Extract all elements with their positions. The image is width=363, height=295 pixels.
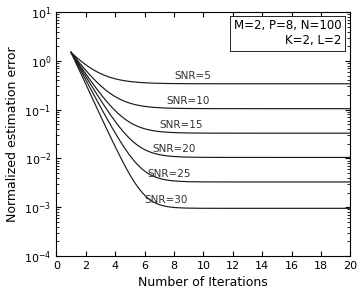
Text: SNR=15: SNR=15	[159, 120, 203, 130]
Y-axis label: Normalized estimation error: Normalized estimation error	[5, 46, 19, 222]
Text: SNR=30: SNR=30	[144, 195, 188, 205]
Text: M=2, P=8, N=100
K=2, L=2: M=2, P=8, N=100 K=2, L=2	[234, 19, 342, 47]
Text: SNR=5: SNR=5	[174, 71, 211, 81]
Text: SNR=20: SNR=20	[152, 145, 195, 155]
X-axis label: Number of Iterations: Number of Iterations	[138, 276, 268, 289]
Text: SNR=25: SNR=25	[147, 169, 191, 179]
Text: SNR=10: SNR=10	[167, 96, 210, 106]
